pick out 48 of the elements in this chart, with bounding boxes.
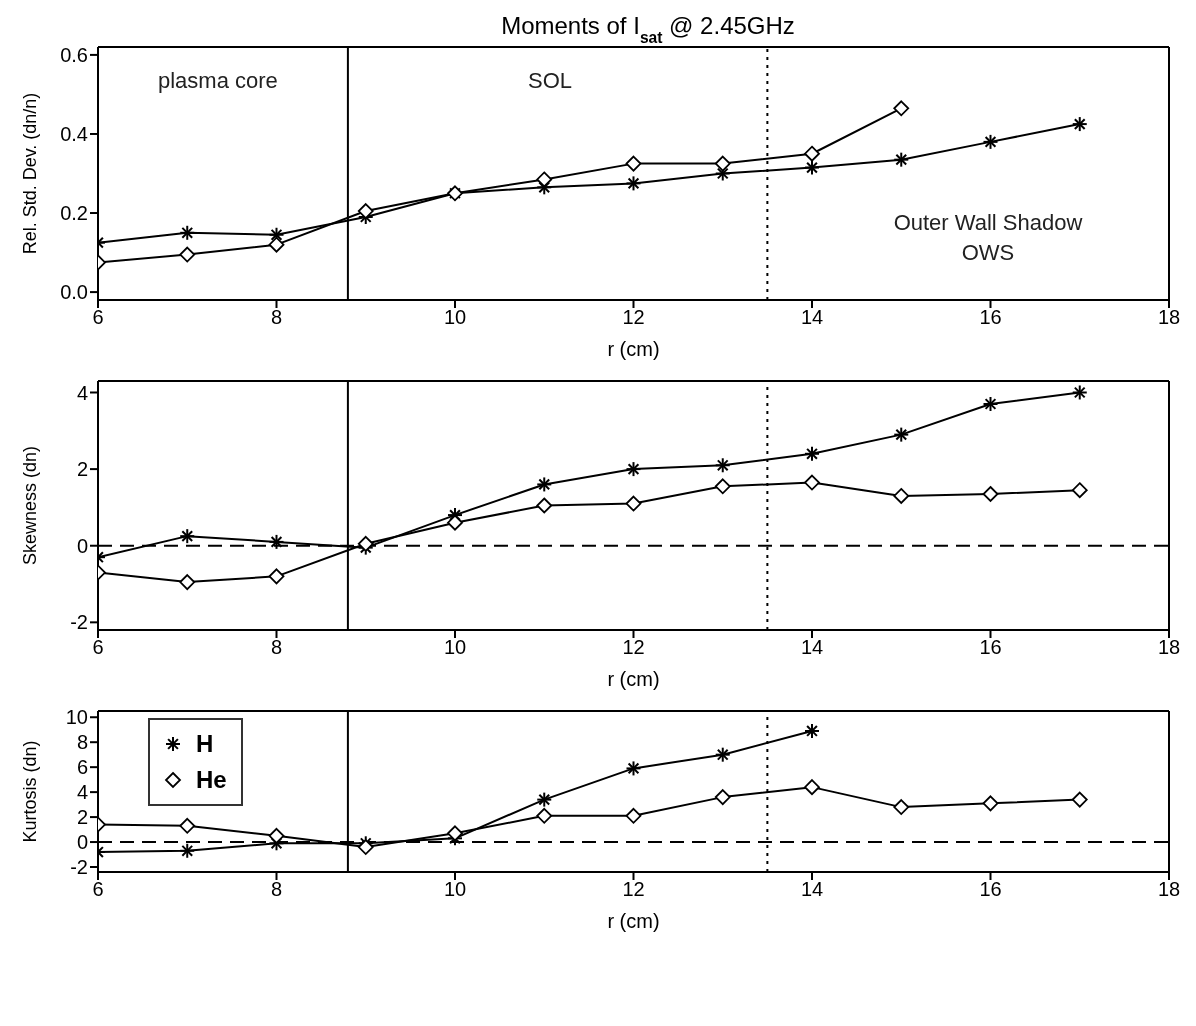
y-tick-label: 0 [76, 831, 88, 854]
legend-label: H [196, 729, 214, 759]
x-tick-label: 18 [1157, 636, 1181, 659]
x-tick-label: 10 [443, 878, 467, 901]
x-tick-label: 14 [800, 306, 824, 329]
x-tick-label: 12 [622, 636, 645, 659]
x-tick-label: 8 [270, 306, 283, 329]
y-axis-title: Kurtosis (dn) [20, 740, 41, 843]
y-tick-label: 0.4 [60, 123, 88, 146]
y-tick-label: 6 [76, 756, 88, 779]
y-tick-label: 2 [76, 806, 88, 829]
x-tick-label: 6 [92, 636, 104, 659]
x-tick-label: 10 [443, 636, 467, 659]
x-tick-label: 12 [622, 878, 645, 901]
y-tick-label: 4 [76, 381, 88, 404]
x-tick-label: 16 [979, 878, 1002, 901]
y-tick-label: 0.6 [60, 44, 88, 67]
x-axis-title: r (cm) [607, 910, 660, 932]
x-tick-label: 12 [622, 306, 645, 329]
y-tick-label: -2 [70, 856, 88, 879]
y-tick-label: 8 [76, 731, 88, 754]
x-tick-label: 16 [979, 306, 1002, 329]
y-axis-title: Rel. Std. Dev. (dn/n) [20, 92, 41, 255]
x-tick-label: 6 [92, 306, 104, 329]
y-tick-label: 0.0 [60, 281, 88, 304]
chart-title: Moments of I$_{sat}$ @ 2.45GHz [501, 12, 795, 46]
x-tick-label: 16 [979, 636, 1002, 659]
x-tick-label: 8 [270, 636, 283, 659]
y-axis-title: Skewness (dn) [20, 445, 41, 566]
x-tick-label: 10 [443, 306, 467, 329]
annotation: SOL [528, 67, 573, 95]
x-axis-title: r (cm) [607, 338, 660, 360]
x-tick-label: 18 [1157, 878, 1181, 901]
x-tick-label: 6 [92, 878, 104, 901]
y-tick-label: 10 [65, 706, 88, 729]
y-tick-label: 0.2 [60, 202, 88, 225]
x-axis-title: r (cm) [607, 668, 660, 690]
x-tick-label: 8 [270, 878, 283, 901]
y-tick-label: 4 [76, 781, 88, 804]
x-tick-label: 14 [800, 878, 824, 901]
legend-label: He [196, 765, 227, 795]
x-tick-label: 14 [800, 636, 824, 659]
annotation: Outer Wall Shadow OWS [892, 209, 1084, 267]
y-tick-label: 0 [76, 534, 88, 557]
y-tick-label: 2 [76, 458, 88, 481]
y-tick-label: -2 [70, 611, 88, 634]
x-tick-label: 18 [1157, 306, 1181, 329]
annotation: plasma core [158, 67, 278, 95]
